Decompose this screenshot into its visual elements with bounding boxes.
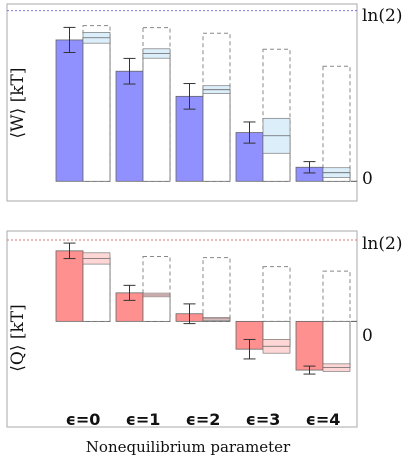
predicted-bar-heat-4 [322, 320, 351, 369]
bars-heat [55, 242, 351, 375]
measured-bar-work-1 [115, 70, 144, 182]
predicted-bar-work-1 [142, 53, 171, 182]
bound-bar-work-4 [322, 65, 351, 182]
bound-bar-work-3 [262, 48, 291, 182]
measured-bar-work-2 [175, 95, 204, 182]
bound-bar-heat-3 [262, 266, 291, 322]
measured-bar-work-0 [55, 39, 84, 182]
predicted-bar-heat-0 [82, 258, 111, 322]
category-labels: ϵ=0 ϵ=1 ϵ=2 ϵ=3 ϵ=4 [66, 410, 341, 429]
ylabel-heat: ⟨Q⟩ [kT] [8, 304, 28, 372]
panel-work: ln(2) 0 ⟨W⟩ [kT] [6, 3, 402, 202]
ytick-zero-heat: 0 [362, 326, 373, 346]
measured-bar-heat-0 [55, 250, 84, 322]
predicted-bar-heat-1 [142, 294, 171, 322]
bound-bar-heat-4 [322, 270, 351, 322]
plot-frame-heat [6, 230, 358, 428]
predicted-bar-work-0 [82, 37, 111, 182]
panel-heat: ln(2) 0 ⟨Q⟩ [kT] ϵ=0 ϵ=1 ϵ=2 ϵ=3 ϵ=4 [6, 230, 402, 429]
predicted-bar-work-2 [202, 89, 231, 182]
bound-bar-heat-2 [202, 257, 231, 322]
category-label-1: ϵ=1 [126, 410, 161, 429]
ytick-ln2-work: ln(2) [362, 6, 402, 26]
ytick-zero-work: 0 [362, 169, 373, 189]
bars-work [55, 25, 351, 182]
ytick-ln2-heat: ln(2) [362, 234, 402, 254]
category-label-2: ϵ=2 [186, 410, 221, 429]
measured-bar-heat-4 [295, 320, 324, 371]
ylabel-work: ⟨W⟩ [kT] [8, 67, 28, 138]
category-label-3: ϵ=3 [246, 410, 281, 429]
category-label-0: ϵ=0 [66, 410, 101, 429]
category-label-4: ϵ=4 [306, 410, 341, 429]
xlabel: Nonequilibrium parameter [86, 438, 291, 456]
plot-frame-work [6, 3, 358, 202]
